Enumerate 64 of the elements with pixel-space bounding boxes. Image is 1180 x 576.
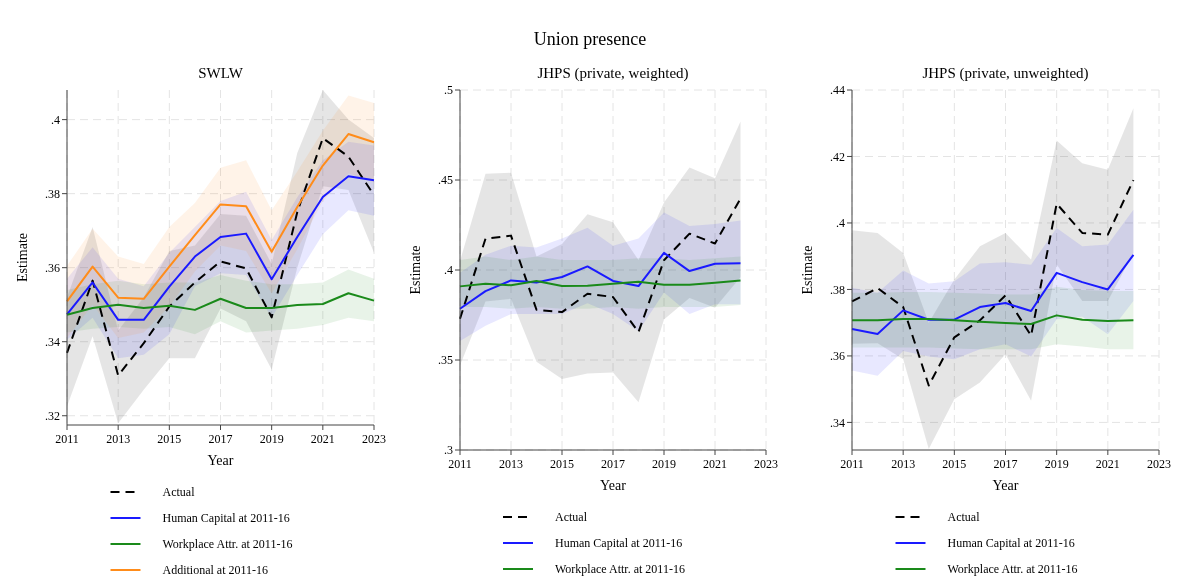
x-tick-label: 2015: [942, 457, 967, 471]
chart-title: JHPS (private, unweighted): [922, 65, 1089, 82]
y-axis-title: Estimate: [800, 245, 815, 295]
y-tick-label: .34: [45, 334, 60, 349]
x-tick-label: 2011: [840, 457, 864, 471]
legend-label: Workplace Attr. at 2011-16: [162, 537, 293, 552]
x-tick-label: 2019: [652, 457, 676, 471]
line-series: [851, 253, 1135, 335]
line-series: [851, 179, 1135, 387]
y-axis-title: Estimate: [15, 233, 30, 282]
chart-title: SWLW: [198, 65, 244, 81]
x-tick-label: 2011: [55, 432, 79, 446]
legend-label: Actual: [162, 485, 196, 500]
legend-label: Actual: [947, 510, 981, 525]
y-tick-label: .36: [45, 260, 60, 275]
y-tick-label: .36: [830, 349, 845, 364]
legend-label: Additional at 2011-16: [162, 563, 269, 576]
chart-title: JHPS (private, weighted): [537, 65, 689, 82]
y-tick-label: .42: [830, 149, 845, 164]
legend-label: Workplace Attr. at 2011-16: [555, 562, 685, 576]
x-tick-label: 2017: [993, 457, 1018, 471]
y-tick-label: .4: [836, 216, 845, 231]
line-series: [66, 133, 375, 303]
x-tick-label: 2015: [157, 432, 182, 446]
x-tick-label: 2021: [310, 432, 335, 446]
legend-label: Actual: [555, 510, 588, 525]
x-axis-title: Year: [600, 478, 627, 493]
y-tick-label: .4: [444, 263, 453, 278]
y-axis-title: Estimate: [408, 245, 423, 295]
y-tick-label: .38: [45, 186, 60, 201]
line-series: [851, 314, 1135, 326]
y-tick-label: .38: [830, 282, 845, 297]
legend-label: Human Capital at 2011-16: [947, 536, 1075, 551]
x-tick-label: 2017: [208, 432, 233, 446]
x-tick-label: 2023: [754, 457, 778, 471]
line-series: [459, 197, 742, 334]
x-tick-label: 2013: [499, 457, 523, 471]
legend-label: Workplace Attr. at 2011-16: [947, 562, 1078, 576]
x-tick-label: 2017: [601, 457, 625, 471]
legend-label: Human Capital at 2011-16: [555, 536, 683, 551]
x-axis-title: Year: [992, 478, 1019, 493]
x-tick-label: 2021: [703, 457, 727, 471]
x-tick-label: 2023: [1147, 457, 1171, 471]
y-tick-label: .44: [830, 83, 845, 98]
x-tick-label: 2023: [362, 432, 386, 446]
line-series: [66, 292, 375, 316]
y-tick-label: .32: [45, 408, 60, 423]
legend-label: Human Capital at 2011-16: [162, 511, 290, 526]
x-tick-label: 2019: [259, 432, 284, 446]
y-tick-label: .4: [51, 112, 60, 127]
y-tick-label: .5: [444, 83, 453, 98]
y-tick-label: .35: [438, 353, 453, 368]
text: Union presence: [533, 29, 647, 49]
y-tick-label: .3: [444, 443, 453, 458]
x-axis-title: Year: [207, 453, 234, 468]
x-tick-label: 2021: [1095, 457, 1120, 471]
y-tick-label: .34: [830, 415, 845, 430]
x-tick-label: 2013: [891, 457, 916, 471]
y-tick-label: .45: [438, 173, 453, 188]
line-series: [66, 175, 375, 321]
x-tick-label: 2015: [550, 457, 574, 471]
x-tick-label: 2019: [1044, 457, 1069, 471]
x-tick-label: 2011: [448, 457, 472, 471]
x-tick-label: 2013: [106, 432, 131, 446]
